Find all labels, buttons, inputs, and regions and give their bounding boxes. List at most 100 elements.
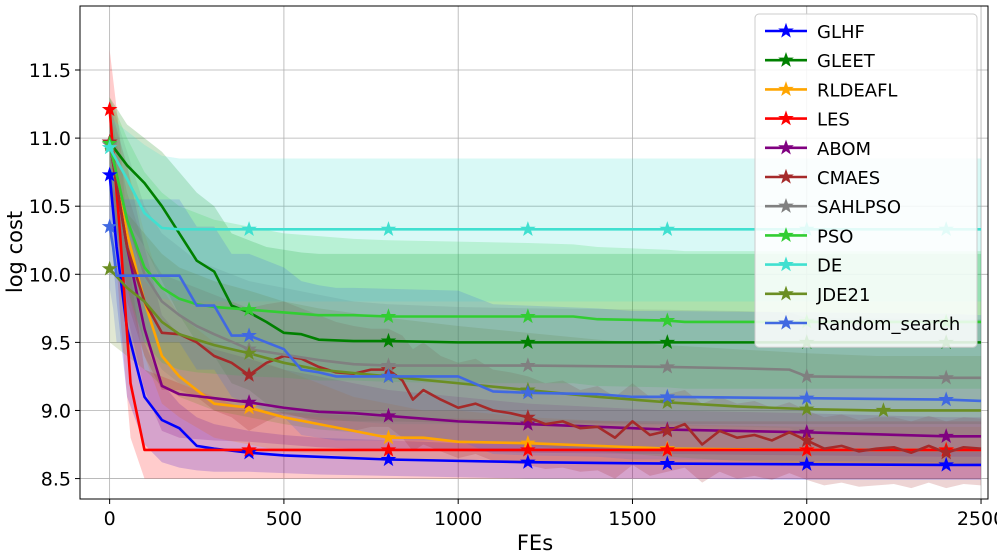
y-tick-label: 10.0 [29,264,71,286]
series-line-sahlpso [108,144,982,380]
marker-gleet [520,334,536,350]
legend-item-jde21: JDE21 [765,285,870,306]
y-axis-label: log cost [3,211,27,293]
series-line-abom [108,141,982,438]
marker-les [520,441,536,457]
x-tick-label: 500 [266,508,302,530]
y-axis-ticks: 8.5 9.0 9.5 10.0 10.5 11.0 11.5 [29,60,80,491]
legend-marker [778,256,794,272]
marker-random-search [520,384,536,400]
legend-item-de: DE [765,256,842,277]
legend-marker [778,285,794,301]
legend-item-cmaes: CMAES [765,168,880,189]
x-axis-label: FEs [517,531,553,555]
band-rldeafl [109,110,982,465]
marker-sahlpso [659,358,676,374]
marker-glhf [380,451,397,467]
marker-de [101,139,118,155]
x-tick-label: 2000 [783,508,831,530]
legend-label: GLHF [817,22,865,43]
legend-marker [778,227,794,243]
legend-item-abom: ABOM [765,139,871,160]
legend-item-glhf: GLHF [765,22,865,43]
x-tick-label: 1500 [608,508,656,530]
legend-item-sahlpso: SAHLPSO [765,197,901,218]
marker-les [380,441,397,457]
legend-marker [778,314,794,330]
marker-sahlpso [938,369,954,385]
marker-les [659,441,676,457]
y-tick-label: 8.5 [41,469,71,491]
marker-rldeafl [241,399,257,415]
marker-jde21 [798,400,815,416]
marker-cmaes [659,422,676,438]
marker-pso [520,308,536,324]
x-axis-ticks: 0 500 1000 1500 2000 2500 [104,499,997,530]
legend-box [754,13,978,348]
legend-label: CMAES [817,168,880,189]
legend-marker [778,110,794,126]
marker-cmaes [520,409,536,424]
marker-glhf [938,456,954,472]
marker-jde21 [875,402,892,418]
marker-cmaes [938,444,954,460]
legend-label: SAHLPSO [817,197,901,218]
series-line-les [108,109,982,452]
legend-marker [778,22,794,38]
legend-label: GLEET [817,51,876,72]
legend-label: Random_search [817,314,960,335]
x-tick-label: 1000 [434,508,482,530]
marker-random-search [380,368,397,384]
marker-random-search [241,327,257,343]
legend-marker [778,168,794,184]
y-tick-label: 9.5 [41,332,71,354]
band-abom [109,104,982,457]
marker-abom [938,428,954,444]
marker-abom [380,407,397,423]
legend-marker [778,81,794,97]
series-line-cmaes [108,141,982,455]
marker-cmaes [798,432,815,448]
marker-sahlpso [520,357,536,373]
marker-les [798,441,815,457]
marker-glhf [520,454,536,469]
plot-frame [79,5,989,500]
y-tick-label: 9.0 [41,400,71,422]
series-markers [101,101,954,472]
marker-de [380,221,397,236]
marker-random-search [659,388,676,404]
legend-label: PSO [817,226,853,247]
y-tick-label: 11.5 [29,60,71,82]
marker-abom [241,394,257,409]
marker-glhf [101,166,118,182]
band-sahlpso [109,97,982,438]
series-line-pso [108,143,982,324]
series-line-gleet [108,141,982,344]
legend-label: LES [817,110,850,131]
marker-abom [520,415,536,431]
legend-label: DE [817,256,842,277]
marker-pso [659,312,676,328]
legend-item-les: LES [765,110,850,131]
marker-cmaes [241,366,257,382]
legend-label: JDE21 [816,285,870,306]
marker-les [241,441,257,457]
marker-de [659,221,676,236]
marker-de [241,221,257,236]
marker-random-search [101,218,118,234]
marker-glhf [659,455,676,471]
marker-de [520,221,536,236]
series-line-random-search [108,226,982,403]
marker-rldeafl [380,429,397,445]
marker-random-search [938,391,954,407]
marker-jde21 [101,260,118,276]
y-tick-label: 11.0 [29,128,71,150]
marker-pso [241,301,257,317]
marker-les [101,101,118,117]
marker-jde21 [241,345,257,360]
marker-pso [380,308,397,324]
y-tick-label: 10.5 [29,196,71,218]
marker-jde21 [659,394,676,409]
marker-sahlpso [798,368,815,384]
